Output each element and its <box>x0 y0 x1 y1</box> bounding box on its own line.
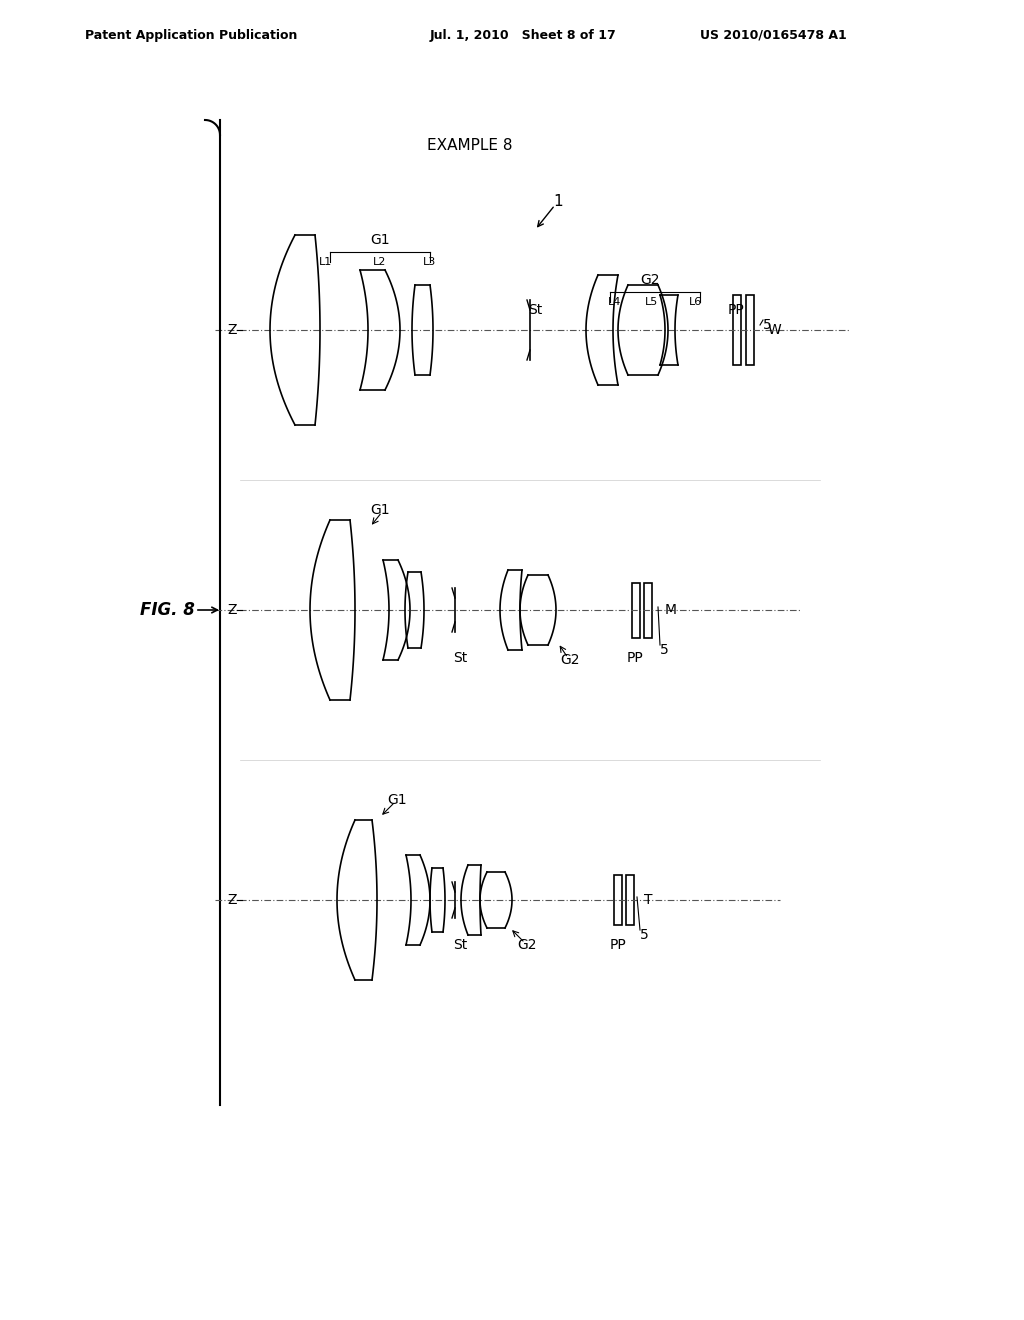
Text: G1: G1 <box>371 234 390 247</box>
Text: St: St <box>453 651 467 665</box>
Text: L3: L3 <box>423 257 436 267</box>
Text: St: St <box>453 939 467 952</box>
Text: G1: G1 <box>371 503 390 517</box>
Text: G2: G2 <box>640 273 659 286</box>
Text: L1: L1 <box>318 257 332 267</box>
Text: 5: 5 <box>640 928 649 942</box>
Bar <box>733 294 741 366</box>
Text: L6: L6 <box>688 297 701 308</box>
Bar <box>746 294 754 366</box>
Text: T: T <box>644 894 652 907</box>
Text: Patent Application Publication: Patent Application Publication <box>85 29 297 41</box>
Text: 1: 1 <box>553 194 563 210</box>
Text: Z: Z <box>227 603 237 616</box>
Text: Z: Z <box>227 894 237 907</box>
Text: 5: 5 <box>660 643 669 657</box>
Text: L4: L4 <box>608 297 622 308</box>
Text: Z: Z <box>227 323 237 337</box>
Text: FIG. 8: FIG. 8 <box>140 601 195 619</box>
Text: M: M <box>665 603 677 616</box>
Text: Jul. 1, 2010   Sheet 8 of 17: Jul. 1, 2010 Sheet 8 of 17 <box>430 29 616 41</box>
Text: St: St <box>528 304 542 317</box>
Text: G1: G1 <box>387 793 407 807</box>
Text: EXAMPLE 8: EXAMPLE 8 <box>427 137 513 153</box>
Text: G2: G2 <box>517 939 537 952</box>
Text: L2: L2 <box>374 257 387 267</box>
Text: 5: 5 <box>763 318 772 333</box>
Text: US 2010/0165478 A1: US 2010/0165478 A1 <box>700 29 847 41</box>
Text: PP: PP <box>728 304 744 317</box>
Bar <box>626 875 634 925</box>
Bar <box>632 582 640 638</box>
Text: W: W <box>768 323 781 337</box>
Text: G2: G2 <box>560 653 580 667</box>
Bar <box>644 582 652 638</box>
Text: PP: PP <box>609 939 627 952</box>
Text: PP: PP <box>627 651 643 665</box>
Bar <box>614 875 622 925</box>
Text: L5: L5 <box>645 297 658 308</box>
